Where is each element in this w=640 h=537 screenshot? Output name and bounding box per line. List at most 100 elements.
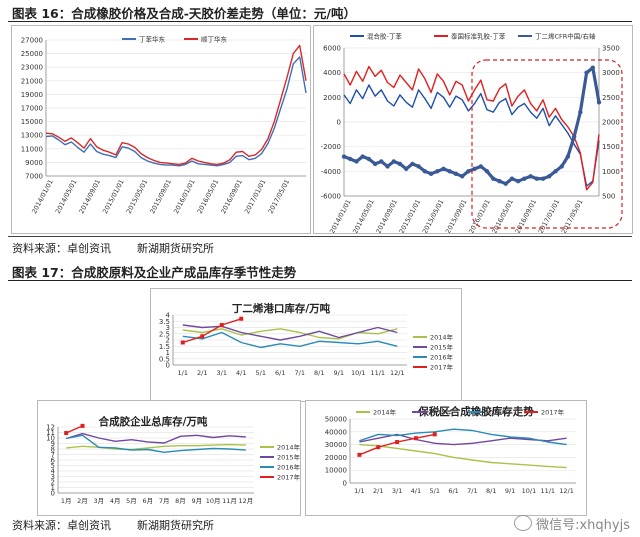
y-tick-label: 7	[51, 451, 55, 459]
legend-label: 2014年	[277, 443, 300, 452]
y-tick-label: 9000	[25, 159, 43, 167]
butadiene-chart-svg: 丁二烯港口库存/万吨 00.511.522.533.54 1/1 2/1 3/1 4/1 5…	[159, 302, 454, 377]
price-spread-chart: -6000 -4000 -2000 0 2000 4000 6000 500 1000 1500 2…	[313, 25, 633, 234]
series-point	[534, 176, 540, 181]
bonded-zone-inventory-chart: 保税区合成橡胶库存走势 0 10000 20000 30000 40000 50000 1/1…	[305, 400, 587, 516]
legend-label: 2015年	[430, 343, 454, 352]
y2-tick-label: 1000	[602, 168, 620, 176]
series-point	[515, 179, 521, 184]
title-rule	[8, 21, 632, 22]
y-tick-label: 1	[51, 484, 55, 492]
series-point	[385, 164, 390, 169]
y-tick-label: 19000	[21, 91, 43, 99]
series-point	[372, 161, 378, 167]
y-tick-label: 50000	[325, 416, 347, 424]
y-tick-label: 11000	[21, 145, 43, 153]
series-point	[391, 159, 396, 164]
y-tick-label: 10000	[325, 467, 347, 475]
y-tick-label: 11	[46, 429, 55, 437]
x-tick-label: 2014/01/01	[30, 178, 55, 215]
series-point	[422, 169, 428, 174]
x-tick-label: 2015/09/01	[444, 198, 469, 233]
x-tick-label: 10/1	[522, 487, 537, 495]
y-tick-label: 25000	[21, 50, 43, 58]
x-tick-label: 8月	[175, 497, 186, 505]
x-tick-label: 8/1	[314, 369, 324, 377]
series-point	[80, 423, 85, 428]
series-point	[522, 176, 527, 181]
series-point	[376, 445, 381, 450]
x-tick-label: 5月	[126, 497, 137, 505]
legend-label: 2017年	[277, 473, 300, 482]
x-tick-label: 12月	[238, 497, 253, 505]
series-line-0	[182, 328, 398, 340]
x-tick-label: 2014/09/01	[374, 198, 399, 233]
x-tick-label: 2014/05/01	[351, 198, 376, 233]
legend-label: 丁苯华东	[139, 35, 166, 44]
x-tick-label: 3/1	[392, 487, 402, 495]
y2-tick-label: 2500	[602, 94, 620, 102]
x-tick-label: 11/1	[540, 487, 555, 495]
y-tick-label: 3	[51, 473, 55, 481]
series-point	[403, 166, 409, 172]
series-point	[491, 176, 496, 181]
x-tick-label: 2/1	[373, 487, 383, 495]
x-tick-label: 4/1	[236, 369, 246, 377]
x-tick-label: 7/1	[295, 369, 305, 377]
x-tick-label: 4月	[110, 497, 121, 505]
source-publisher: 新湖期货研究所	[137, 242, 214, 255]
y-tick-label: 0	[343, 480, 347, 488]
y2-tick-label: 2000	[602, 119, 620, 127]
y-tick-label: 30000	[325, 441, 347, 449]
series-point	[432, 432, 437, 437]
x-tick-label: 2015/05/01	[125, 178, 150, 215]
series-point	[413, 436, 418, 441]
x-tick-label: 2/1	[197, 369, 207, 377]
spread-chart-svg: -6000 -4000 -2000 0 2000 4000 6000 500 1000 1500 2…	[321, 32, 623, 233]
price-chart-svg: 7000 9000 11000 13000 15000 17000 19000 21000 23…	[21, 35, 307, 215]
x-tick-label: 6/1	[275, 369, 285, 377]
source-publisher: 新湖期货研究所	[137, 519, 214, 532]
title-rule	[8, 280, 632, 281]
y-tick-label: 2000	[323, 94, 341, 102]
series-line-3	[182, 318, 242, 344]
x-tick-label: 4/1	[411, 487, 421, 495]
legend-label: 2016年	[485, 408, 509, 417]
series-point	[559, 164, 564, 169]
series-point	[348, 156, 353, 162]
x-tick-label: 2月	[77, 497, 88, 505]
series-point	[565, 154, 571, 159]
y-tick-label: 10	[46, 435, 55, 443]
x-tick-label: 1月	[61, 497, 72, 505]
y-tick-label: -2000	[321, 143, 341, 151]
y-tick-label: 6000	[323, 45, 341, 53]
y-tick-label: 13000	[21, 132, 43, 140]
series-line-2	[66, 434, 246, 453]
series-point	[453, 171, 459, 176]
x-tick-label: 9/1	[505, 487, 515, 495]
x-tick-label: 5/1	[256, 369, 266, 377]
legend-label: 2017年	[541, 408, 565, 417]
x-tick-label: 2015/01/01	[398, 198, 423, 233]
series-point	[397, 161, 403, 167]
source-label: 资料来源：卓创资讯	[12, 519, 111, 532]
series-point	[410, 161, 415, 167]
source-note: 资料来源：卓创资讯 新湖期货研究所	[12, 517, 214, 533]
x-tick-label: 2014/01/01	[328, 198, 353, 233]
y-tick-label: 17000	[21, 105, 43, 113]
x-tick-label: 2016/09/01	[219, 178, 244, 215]
x-tick-label: 2015/01/01	[101, 178, 126, 215]
legend-label: 丁二烯CFR中国/右轴	[535, 32, 596, 41]
series-point	[472, 166, 477, 172]
y-tick-label: 0	[51, 490, 55, 498]
series-point	[528, 174, 533, 179]
series-point	[341, 154, 347, 159]
chart-title: 丁二烯港口库存/万吨	[232, 302, 331, 315]
x-tick-label: 8/1	[486, 487, 496, 495]
series-line-2	[359, 428, 567, 446]
series-point	[366, 156, 372, 162]
y-tick-label: 2.5	[159, 330, 170, 338]
legend-label: 2015年	[277, 453, 300, 462]
legend-label: 2014年	[430, 333, 454, 342]
